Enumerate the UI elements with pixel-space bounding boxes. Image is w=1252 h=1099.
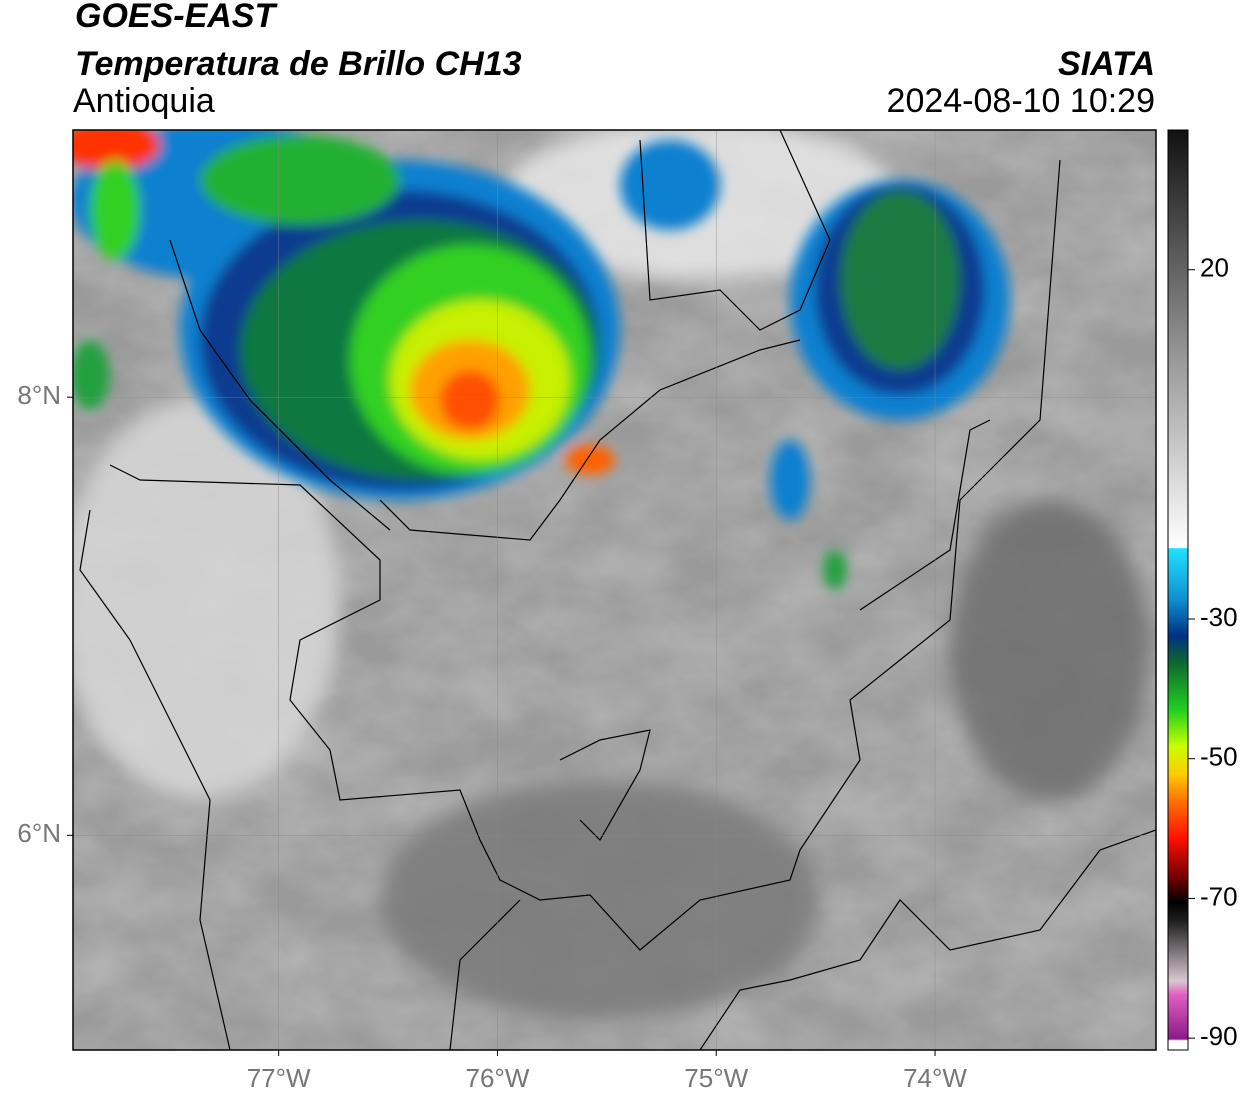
lat-tick-label: 8°N	[17, 380, 61, 410]
colorbar	[1167, 129, 1189, 1051]
source-label: SIATA	[1058, 45, 1155, 83]
satellite-title: GOES-EAST	[75, 0, 278, 35]
colorbar-tick-label: -30	[1200, 602, 1238, 632]
lon-tick-label: 77°W	[247, 1063, 311, 1093]
colorbar-tick-label: -70	[1200, 881, 1238, 911]
colorbar-tick-label: -50	[1200, 742, 1238, 772]
lon-tick-label: 76°W	[466, 1063, 530, 1093]
timestamp-label: 2024-08-10 10:29	[887, 82, 1155, 120]
map-frame	[72, 129, 1157, 1051]
map-image	[73, 130, 1156, 1050]
lat-tick-label: 6°N	[17, 818, 61, 848]
region-label: Antioquia	[73, 82, 215, 120]
product-title: Temperatura de Brillo CH13	[75, 45, 522, 83]
lon-tick-label: 74°W	[903, 1063, 967, 1093]
colorbar-tick-label: 20	[1200, 253, 1229, 283]
colorbar-tick-label: -90	[1200, 1021, 1238, 1051]
graticule	[73, 130, 1156, 1050]
lon-tick-label: 75°W	[684, 1063, 748, 1093]
